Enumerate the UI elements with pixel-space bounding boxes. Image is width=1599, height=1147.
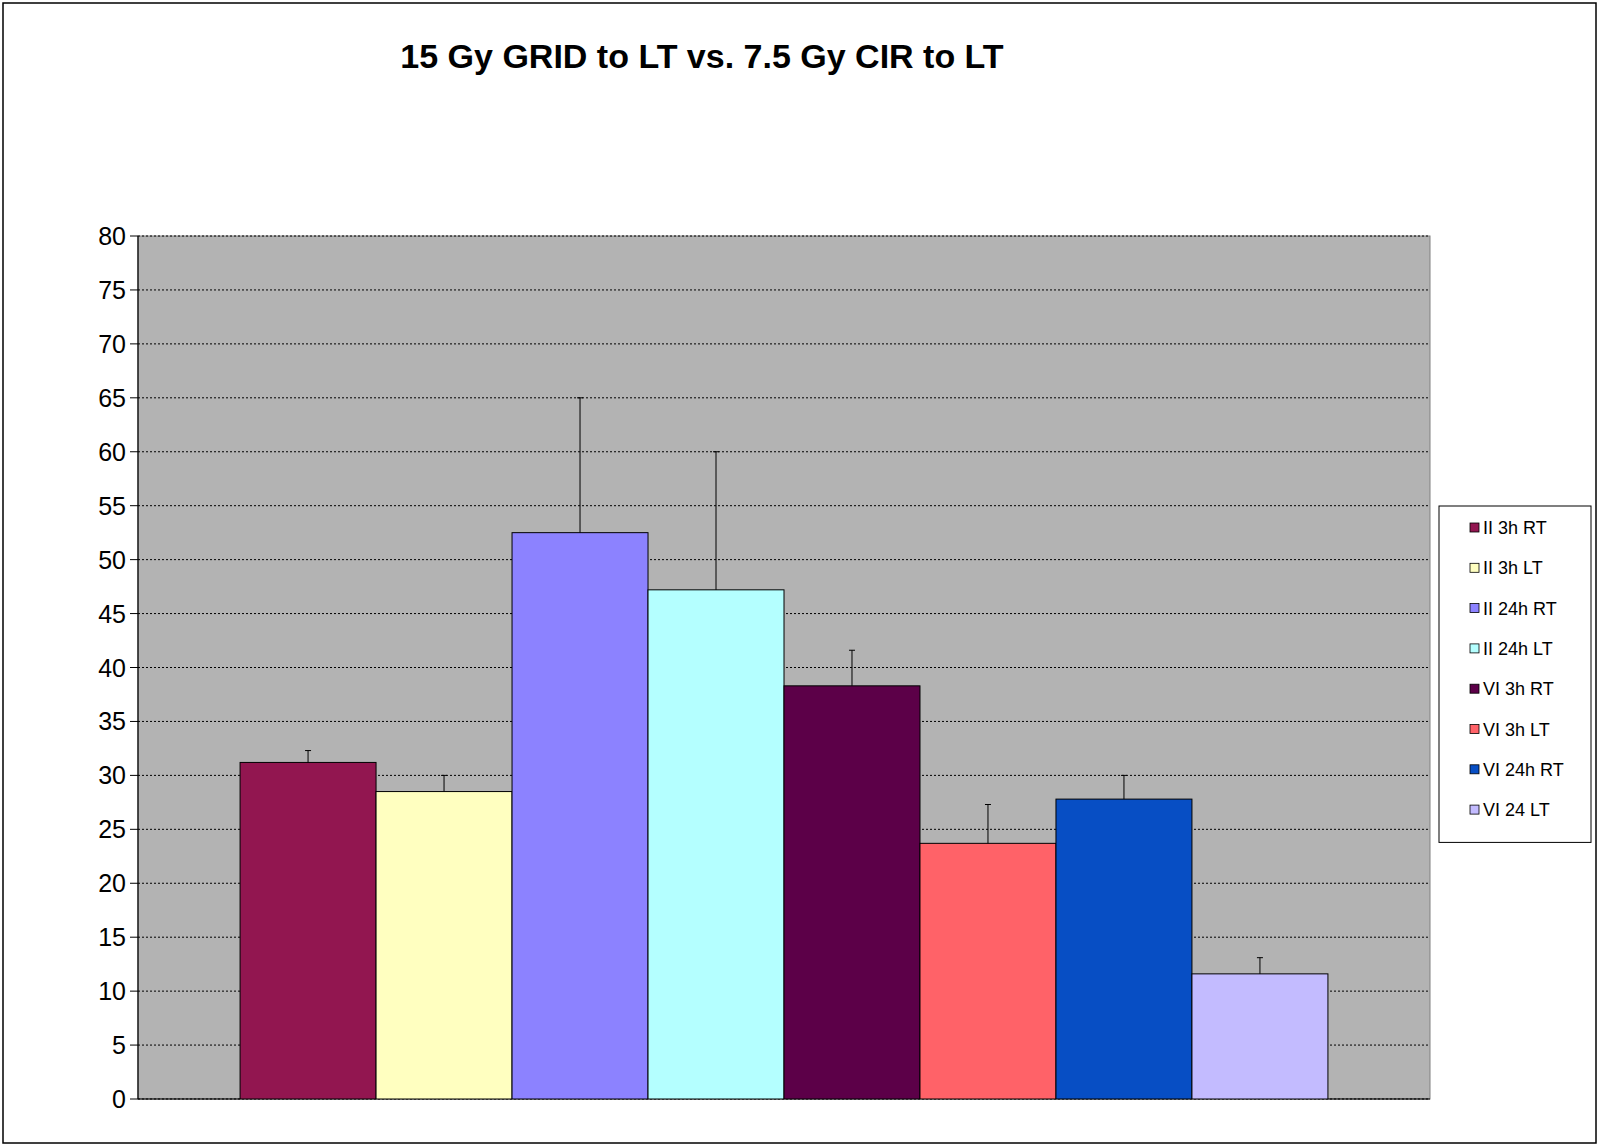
tick-label: 55 [98, 492, 126, 520]
tick-mark [130, 667, 138, 668]
error-line [716, 452, 717, 590]
tick-mark [130, 1099, 138, 1100]
tick-mark [130, 991, 138, 992]
tick-label: 50 [98, 546, 126, 574]
tick-mark [130, 883, 138, 884]
legend-key [1470, 523, 1479, 532]
bar [648, 590, 784, 1099]
tick-mark [130, 937, 138, 938]
grid-line [138, 397, 1430, 398]
error-cap [577, 397, 583, 398]
bar [512, 533, 648, 1099]
grid-line [138, 343, 1430, 344]
tick-label: 80 [98, 222, 126, 250]
bars [240, 398, 1328, 1099]
error-bar [985, 805, 991, 844]
error-bar [305, 751, 311, 763]
grid-line [138, 559, 1430, 560]
bar [784, 686, 920, 1099]
legend-label: VI 3h LT [1483, 720, 1550, 740]
tick-label: 5 [112, 1031, 126, 1059]
legend-key [1470, 684, 1479, 693]
bar [1056, 799, 1192, 1099]
tick-label: 10 [98, 977, 126, 1005]
error-cap [713, 451, 719, 452]
error-line [851, 650, 852, 686]
tick-label: 35 [98, 707, 126, 735]
tick-label: 0 [112, 1085, 126, 1113]
tick-label: 15 [98, 923, 126, 951]
tick-label: 20 [98, 869, 126, 897]
error-line [580, 398, 581, 533]
chart: 15 Gy GRID to LT vs. 7.5 Gy CIR to LT 0 5 1… [0, 0, 1599, 1147]
tick-label: 60 [98, 438, 126, 466]
tick-mark [130, 236, 138, 237]
error-bar [441, 775, 447, 791]
tick-mark [130, 289, 138, 290]
legend-key [1470, 644, 1479, 653]
chart-border [3, 3, 1596, 1143]
tick-mark [130, 829, 138, 830]
grid-line [138, 289, 1430, 290]
legend-key [1470, 765, 1479, 774]
bar [376, 792, 512, 1099]
legend-key [1470, 604, 1479, 613]
grid-line [138, 451, 1430, 452]
error-cap [1257, 957, 1263, 958]
tick-label: 70 [98, 330, 126, 358]
tick-label: 30 [98, 761, 126, 789]
legend-key [1470, 725, 1479, 734]
tick-mark [130, 1045, 138, 1046]
bar [1192, 974, 1328, 1099]
error-cap [985, 804, 991, 805]
y-axis [137, 236, 138, 1099]
legend-label: II 3h RT [1483, 518, 1547, 538]
legend-key [1470, 563, 1479, 572]
tick-label: 25 [98, 815, 126, 843]
bar [240, 762, 376, 1099]
error-line [1123, 775, 1124, 799]
legend-label: II 24h RT [1483, 599, 1557, 619]
tick-mark [130, 397, 138, 398]
error-cap [441, 775, 447, 776]
error-cap [305, 750, 311, 751]
error-bar [1257, 958, 1263, 974]
tick-mark [130, 343, 138, 344]
legend-label: VI 24h RT [1483, 760, 1564, 780]
error-line [444, 775, 445, 791]
tick-mark [130, 613, 138, 614]
error-bar [849, 650, 855, 686]
error-bar [1121, 775, 1127, 799]
tick-mark [130, 721, 138, 722]
error-line [1259, 958, 1260, 974]
error-cap [1121, 775, 1127, 776]
error-bar [713, 452, 719, 590]
legend-label: II 3h LT [1483, 558, 1543, 578]
tick-mark [130, 559, 138, 560]
tick-mark [130, 451, 138, 452]
tick-label: 65 [98, 384, 126, 412]
legend-label: VI 3h RT [1483, 679, 1554, 699]
tick-label: 40 [98, 654, 126, 682]
error-line [308, 751, 309, 763]
grid-line [138, 236, 1430, 237]
grid-line [138, 505, 1430, 506]
legend-label: II 24h LT [1483, 639, 1553, 659]
tick-label: 75 [98, 276, 126, 304]
legend [1439, 506, 1591, 842]
error-bar [577, 398, 583, 533]
tick-label: 45 [98, 600, 126, 628]
tick-mark [130, 505, 138, 506]
legend-key [1470, 805, 1479, 814]
error-cap [849, 650, 855, 651]
bar [920, 843, 1056, 1099]
plot-area [138, 236, 1430, 1099]
error-line [987, 805, 988, 844]
legend-label: VI 24 LT [1483, 800, 1550, 820]
title: 15 Gy GRID to LT vs. 7.5 Gy CIR to LT [400, 37, 1004, 75]
tick-mark [130, 775, 138, 776]
